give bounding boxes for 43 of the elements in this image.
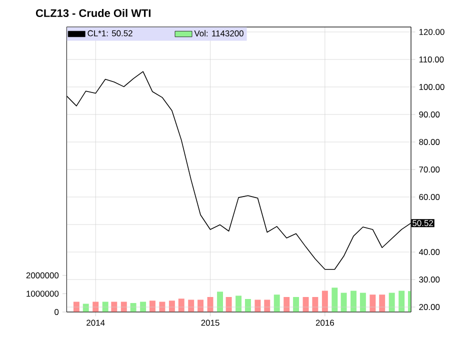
bar [293, 296, 300, 312]
bar [332, 288, 338, 312]
bar [178, 298, 184, 312]
bar [254, 300, 261, 312]
x-tick-label: 2015 [201, 320, 220, 326]
bar [360, 292, 366, 312]
legend-label: Vol: 1143200 [194, 30, 244, 36]
bar [226, 296, 232, 312]
chart-title: CLZ13 - Crude Oil WTI [36, 8, 150, 18]
bar [312, 296, 318, 312]
y2-tick-label: 90.00 [419, 111, 440, 118]
bar [379, 294, 386, 312]
bar [217, 292, 223, 312]
bar [284, 296, 290, 312]
x-tick-label: 2016 [316, 320, 334, 326]
bar [350, 290, 357, 312]
y2-tick-label: 30.00 [419, 276, 440, 283]
y2-tick-label: 20.00 [419, 304, 440, 310]
bar [207, 296, 214, 312]
y2-tick-label: 70.00 [419, 166, 440, 172]
bar [302, 296, 309, 312]
x-tick-label: 2014 [86, 320, 105, 326]
legend-label: CL*1: 50.52 [88, 30, 132, 36]
y2-tick-label: 120.00 [419, 28, 444, 35]
y-tick-label: 2000000 [26, 272, 59, 278]
bar [264, 300, 270, 312]
data-label: 50.52 [412, 220, 433, 226]
y2-tick-label: 100.00 [419, 84, 444, 90]
y2-tick-label: 60.00 [419, 194, 440, 200]
y2-tick-label: 80.00 [419, 139, 440, 145]
bar [370, 294, 376, 312]
y2-tick-label: 110.00 [419, 56, 444, 62]
y2-tick-label: 40.00 [418, 249, 440, 256]
bar [322, 290, 328, 312]
bar [188, 300, 194, 312]
bar [388, 292, 395, 312]
bar [274, 294, 280, 312]
bar [236, 296, 242, 312]
bar [198, 300, 204, 312]
bar [398, 290, 405, 312]
y-tick-label: 1000000 [26, 290, 59, 297]
bar [340, 292, 347, 312]
y-tick-label: 0 [54, 309, 59, 315]
